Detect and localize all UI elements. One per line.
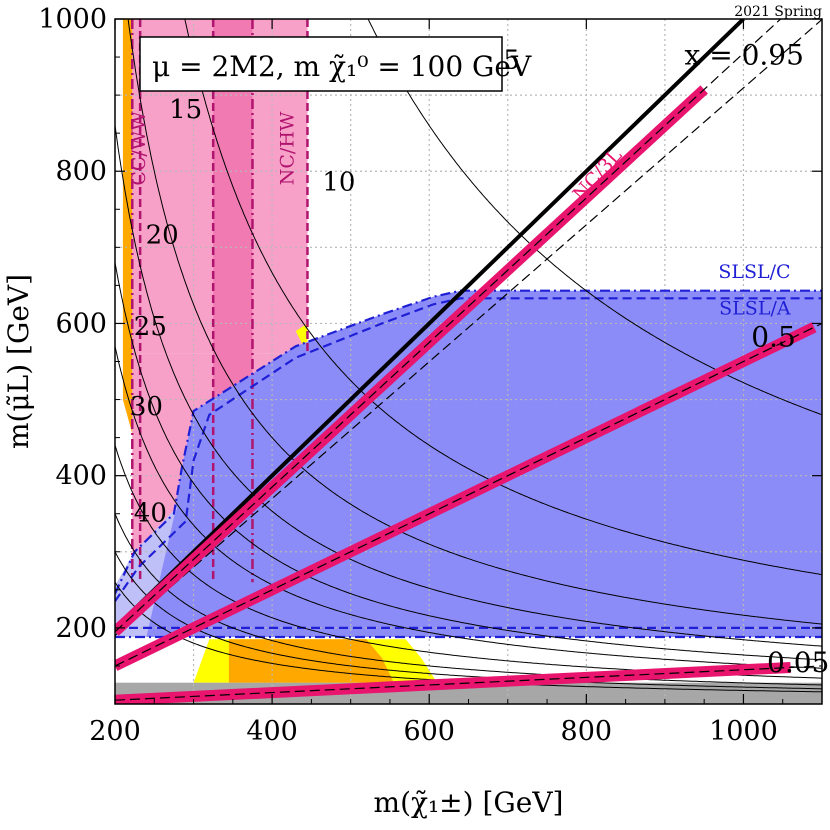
scenario-label: μ = 2M2, m χ̃₁⁰ = 100 GeV (152, 50, 532, 83)
lifetime-contour-30 (115, 346, 822, 669)
corner-label: 2021 Spring (734, 4, 822, 20)
lifetime-contour-5 (367, 19, 822, 416)
scenario-box (139, 36, 503, 92)
y-tick-label: 200 (55, 613, 107, 644)
lifetime-contour-20 (115, 125, 822, 647)
x-tick-label: 1000 (709, 716, 778, 747)
lifetime-label: 30 (130, 392, 163, 422)
y-tick-label: 1000 (38, 4, 107, 35)
lifetime-contour-extra-0 (115, 513, 822, 686)
lifetime-contour-10 (184, 19, 822, 576)
lifetime-label: 5 (503, 45, 520, 75)
diagonal-thick (115, 19, 745, 630)
y-tick-label: 600 (55, 308, 107, 339)
slsl-region (115, 290, 822, 637)
y-tick-label: 400 (55, 461, 107, 492)
y-tick-label: 800 (55, 156, 107, 187)
diagonal-dashed (115, 19, 822, 636)
lifetime-label: 25 (134, 312, 167, 342)
x-line-0.05 (115, 665, 822, 701)
lifetime-label: 10 (322, 167, 355, 197)
slsl-c-boundary (115, 289, 822, 595)
region-label: SLSL/C (718, 261, 790, 283)
lifetime-label: 15 (169, 95, 202, 125)
x-tick-label: 200 (89, 716, 141, 747)
lifetime-label: 40 (134, 498, 167, 528)
x-line-0.95 (115, 19, 782, 633)
region-label: SLSL/A (719, 297, 791, 319)
x-contour-label: x = 0.95 (685, 39, 804, 72)
x-contour-label: 0.05 (767, 646, 829, 679)
y-axis-label: m(μ̃L) [GeV] (2, 274, 35, 449)
x-tick-label: 400 (246, 716, 298, 747)
lifetime-contour-15 (127, 19, 822, 625)
x-line-0.5 (115, 322, 822, 667)
region-label: NC/HW (276, 111, 298, 185)
lifetime-label: 20 (146, 221, 179, 251)
x-contour-label: 0.5 (751, 320, 796, 353)
x-tick-label: 600 (403, 716, 455, 747)
x-tick-label: 800 (561, 716, 613, 747)
orange-region-left (122, 19, 133, 434)
x-axis-label: m(χ̃₁±) [GeV] (374, 786, 564, 819)
lifetime-contour-extra-1 (115, 551, 822, 690)
region-label: CC/WW (128, 111, 150, 186)
slsl-region-light (115, 506, 178, 637)
slsl-a-boundary (115, 297, 822, 602)
